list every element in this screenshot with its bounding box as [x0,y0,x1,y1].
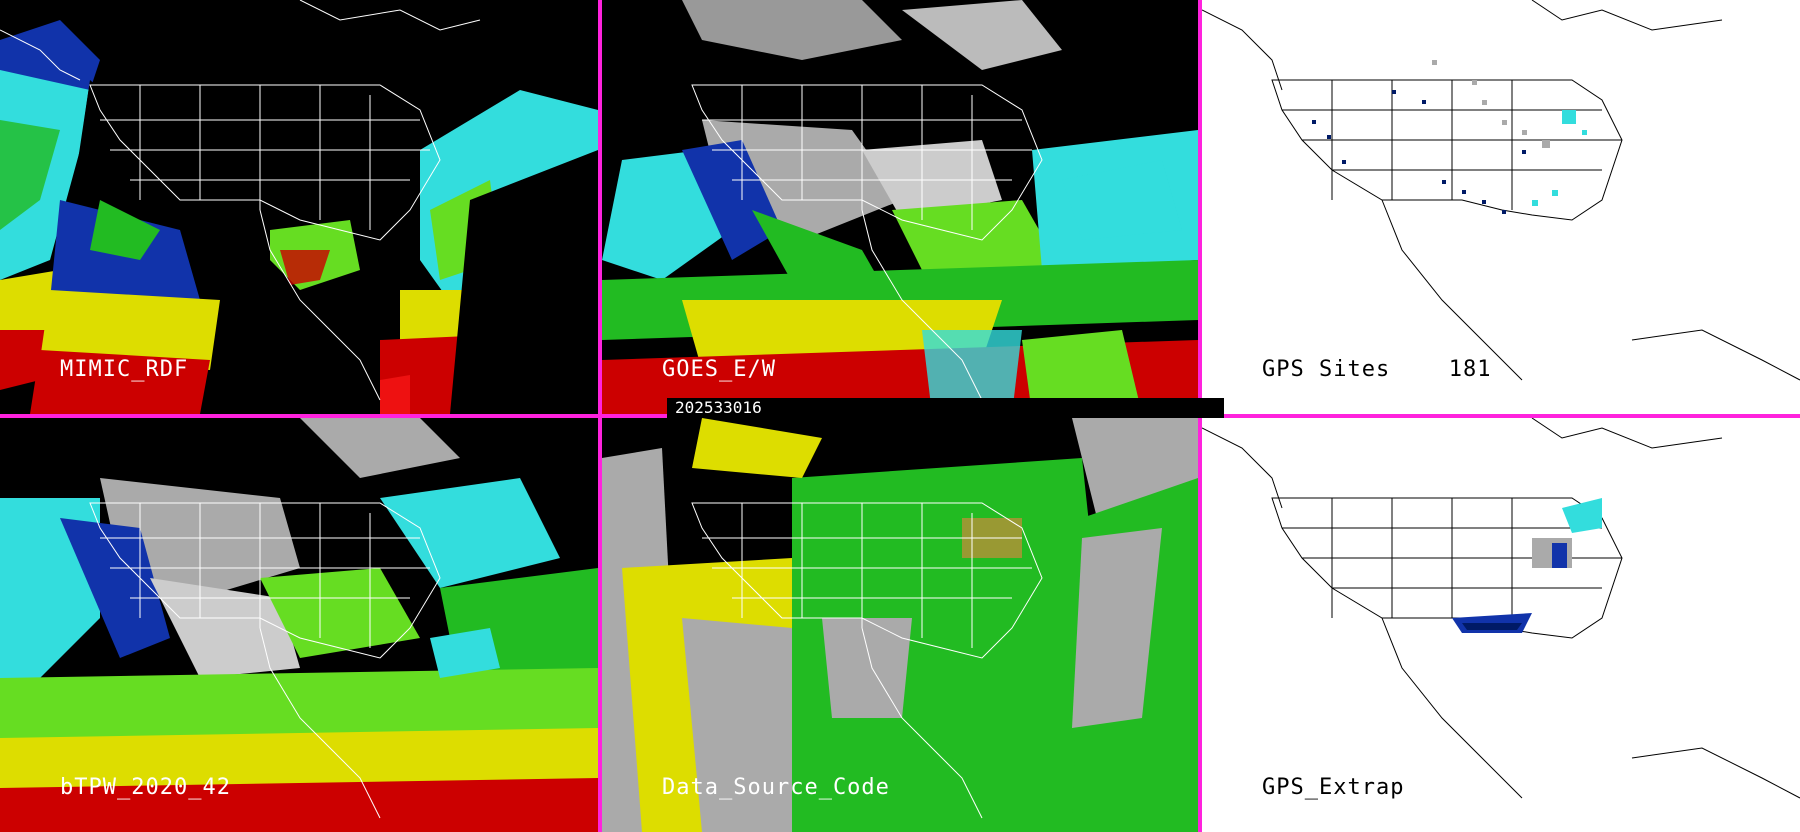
gps-extrap-map [1202,418,1800,832]
panel-gps-extrap: GPS_Extrap [1202,418,1800,832]
gps-sites-map [1202,0,1800,414]
goes-map [602,0,1198,414]
panel-goes: GOES_E/W [602,0,1198,414]
panel-mimic-rdf: MIMIC_RDF [0,0,598,414]
mimic-map [0,0,598,414]
panel-gps-sites: GPS Sites 181 [1202,0,1800,414]
panel-label-mimic: MIMIC_RDF [60,357,189,382]
panel-label-gps-sites: GPS Sites 181 [1262,357,1491,382]
panel-data-source-code: Data_Source_Code [602,418,1198,832]
btpw-map [0,418,598,832]
panel-label-data-source: Data_Source_Code [662,775,890,800]
panel-btpw: bTPW_2020_42 [0,418,598,832]
date-stamp: 202533016 [667,398,1224,418]
panel-label-goes: GOES_E/W [662,357,776,382]
panel-label-gps-extrap: GPS_Extrap [1262,775,1405,800]
data-source-code-map [602,418,1198,832]
gps-sites-count: 181 [1448,357,1492,382]
panel-label-btpw: bTPW_2020_42 [60,775,231,800]
gps-sites-title: GPS Sites [1262,357,1391,382]
